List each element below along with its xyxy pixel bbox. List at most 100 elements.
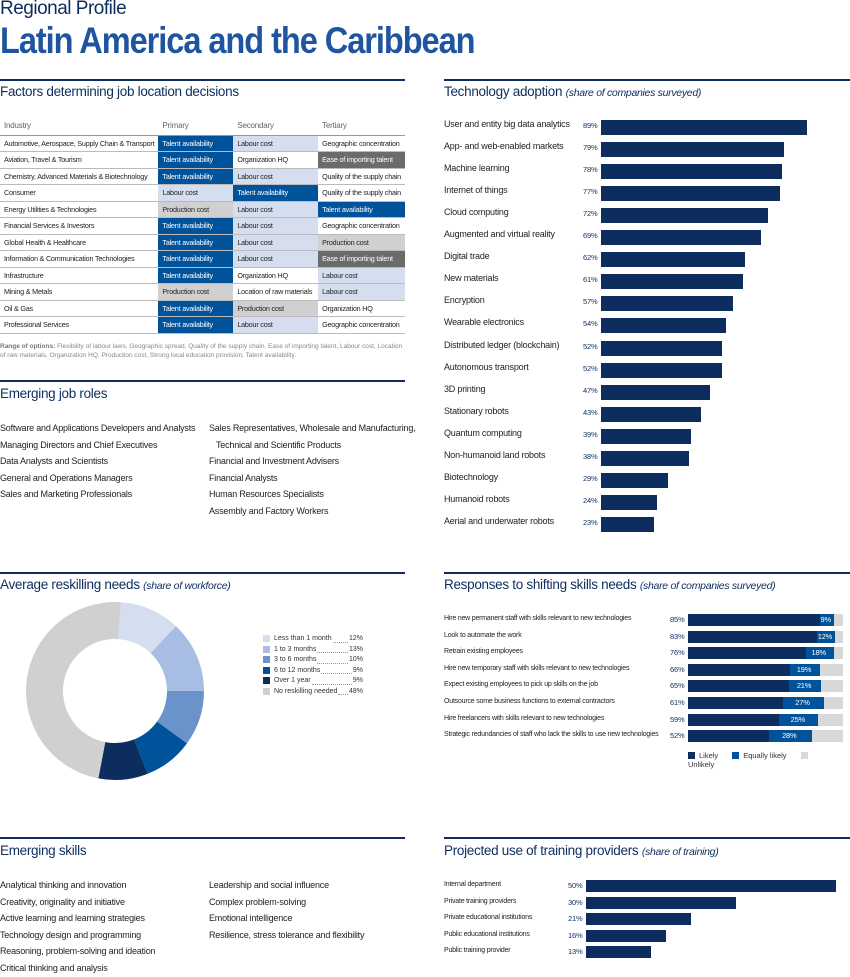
tech-row: Aerial and underwater robots 23% [444,516,844,538]
value-label: 52% [583,363,598,373]
primary-cell: Talent availability [158,135,234,152]
list-item: Resilience, stress tolerance and flexibi… [209,929,365,940]
reskilling-donut [25,602,204,780]
value-label: 24% [583,495,598,505]
bar-segment-equally-likely: 28% [768,730,812,743]
roles-list-2: Sales Representatives, Wholesale and Man… [209,420,416,520]
bar-segment-equally-likely: 9% [819,614,834,626]
value-label: 43% [583,407,598,417]
value-label: 69% [583,231,598,241]
bar-segment-likely [688,614,820,626]
bar [601,362,722,378]
list-item: Critical thinking and analysis [0,962,108,973]
industry-cell: Chemistry, Advanced Materials & Biotechn… [0,168,159,185]
reskilling-title: Average reskilling needs (share of workf… [0,577,231,592]
legend-value: 10% [348,656,363,663]
list-item: Emotional intelligence [209,913,293,924]
secondary-cell: Labour cost [233,234,319,251]
value-label: 13% [568,947,583,957]
bar [601,472,669,488]
bar-segment-unlikely [812,730,843,743]
primary-cell: Talent availability [158,250,234,268]
shifting-row: Strategic redundancies of staff who lack… [444,730,849,746]
value-label: 54% [583,319,598,329]
bar [601,494,657,510]
list-item: Managing Directors and Chief Executives [0,439,158,450]
bar-segment-unlikely [819,663,843,676]
shifting-title: Responses to shifting skills needs (shar… [444,577,776,592]
industry-cell: Information & Communication Technologies [0,250,159,268]
list-item: Data Analysts and Scientists [0,456,108,467]
tech-row: Non-humanoid land robots 38% [444,450,844,472]
tech-row: Humanoid robots 24% [444,494,844,516]
bar-label: Cloud computing [444,207,509,218]
factors-table: Industry Primary Secondary Tertiary Automoti… [0,117,405,334]
legend-item: 6 to 12 months 9% [263,666,363,678]
primary-cell: Production cost [158,201,234,218]
value-label: 39% [583,429,598,439]
table-row: Automotive, Aerospace, Supply Chain & Tr… [0,135,405,152]
tech-row: User and entity big data analytics 89% [444,119,844,141]
tech-row: Digital trade 62% [444,251,844,273]
industry-cell: Professional Services [0,316,159,334]
table-row: Professional Services Talent availability… [0,316,405,334]
bar-label: Internet of things [444,185,508,196]
tertiary-cell: Labour cost [318,267,405,284]
tech-row: Quantum computing 39% [444,428,844,450]
list-item: Reasoning, problem-solving and ideation [0,946,156,957]
bar-segment-likely [688,713,780,726]
bar-label: Outsource some business functions to ext… [444,698,615,705]
bar-label: Private training providers [444,897,517,905]
bar [601,516,655,532]
tertiary-cell: Geographic concentration [318,217,405,235]
legend-label: 6 to 12 months [274,666,321,674]
value-label: 29% [583,473,598,483]
legend-value: 13% [348,645,363,653]
tech-row: Autonomous transport 52% [444,362,844,384]
bar [601,296,734,312]
shifting-legend: Likely Equally likely Unlikely [688,751,850,769]
bar-label: Private educational institutions [444,914,533,922]
bar [601,164,782,180]
table-row: Consumer Labour cost Talent availability Qu… [0,184,405,202]
tech-title: Technology adoption (share of companies … [444,84,702,99]
secondary-cell: Labour cost [233,135,319,152]
bar [601,252,745,268]
bar-segment-likely [688,697,783,709]
bar [601,384,711,400]
legend-swatch [263,677,270,684]
secondary-cell: Organization HQ [233,151,319,169]
value-label: 83% [670,631,685,641]
table-row: Chemistry, Advanced Materials & Biotechn… [0,168,405,185]
list-item: Financial and Investment Advisers [209,456,339,467]
value-label: 61% [583,275,598,285]
shifting-row: Retrain existing employees 76% 18% [444,647,849,663]
value-label: 77% [583,187,598,197]
reskilling-legend: Less than 1 month 12% 1 to 3 months 13% 3 to… [263,635,363,698]
secondary-cell: Production cost [233,300,319,317]
skills-list-1: Analytical thinking and innovation Creati… [0,877,156,977]
value-label: 79% [583,143,598,153]
value-label: 52% [583,341,598,351]
table-row: Information & Communication Technologies… [0,250,405,268]
tech-row: 3D printing 47% [444,384,844,406]
bar-segment-unlikely [821,680,843,693]
bar-segment-equally-likely: 25% [779,713,819,726]
secondary-cell: Labour cost [233,250,319,268]
bar-label: Wearable electronics [444,317,524,328]
bar-segment-unlikely [835,630,843,643]
bar-label: Hire freelancers with skills relevant to… [444,714,605,722]
legend-item: 1 to 3 months 13% [263,645,363,657]
tech-row: Biotechnology 29% [444,472,844,494]
bar-label: Biotechnology [444,471,498,482]
table-row: Energy Utilities & Technologies Productio… [0,201,405,218]
list-item: Human Resources Specialists [209,489,324,500]
skills-title: Emerging skills [0,843,87,858]
industry-cell: Oil & Gas [0,300,159,317]
primary-cell: Production cost [158,283,234,301]
bar [601,406,701,422]
industry-cell: Financial Services & Investors [0,217,159,235]
donut-slice [115,602,176,654]
bar [601,340,722,356]
legend-label: Less than 1 month [274,635,332,642]
